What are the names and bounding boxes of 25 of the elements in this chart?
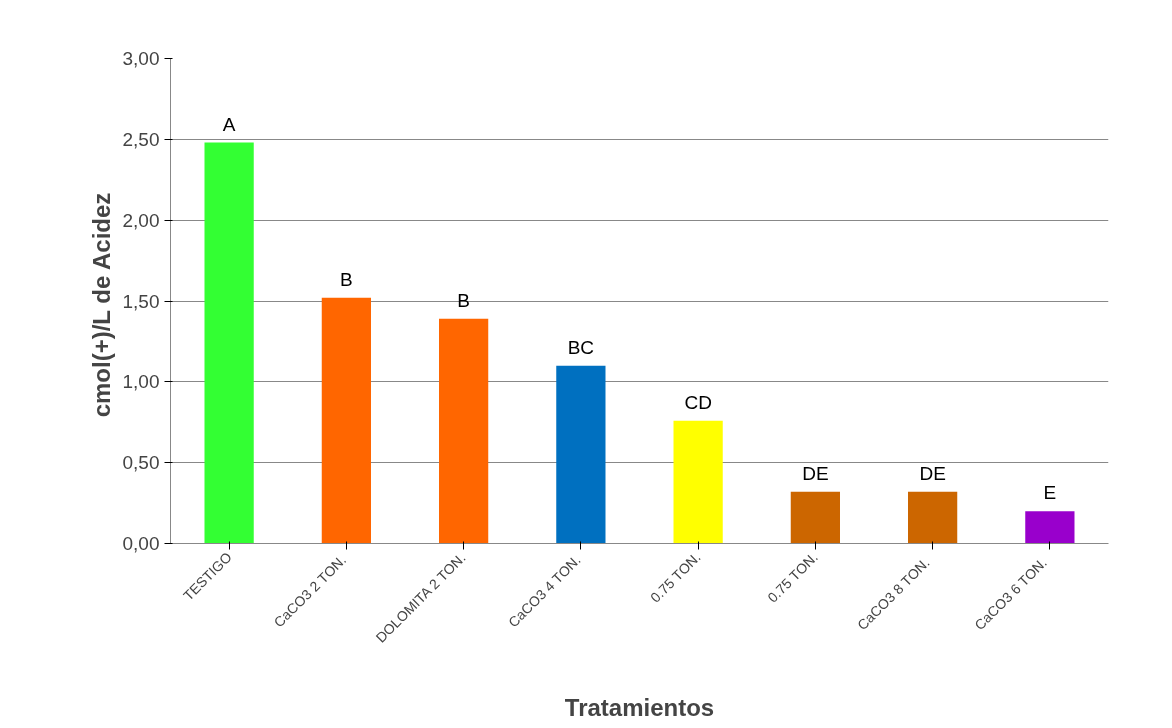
bar <box>439 318 489 544</box>
y-tick-label: 1,00 <box>122 371 160 393</box>
data-label: CD <box>684 391 712 413</box>
bar <box>321 297 371 544</box>
data-label: A <box>222 113 236 135</box>
y-tick-label: 2,00 <box>122 209 160 231</box>
y-tick-label: 0,00 <box>122 533 160 554</box>
bar <box>1025 511 1075 544</box>
data-label: B <box>340 268 353 290</box>
x-axis-title: Tratamientos <box>564 694 715 722</box>
y-tick-label: 3,00 <box>122 48 160 69</box>
data-label: BC <box>567 336 595 358</box>
bar <box>790 491 840 544</box>
data-label: DE <box>802 462 829 484</box>
data-label: E <box>1043 482 1057 504</box>
y-tick-label: 2,50 <box>122 128 160 150</box>
bar <box>673 420 723 544</box>
y-axis-title: cmol(+)/L de Acidez <box>87 192 115 418</box>
bar <box>204 142 254 544</box>
data-label: B <box>457 289 470 311</box>
y-tick-label: 1,50 <box>122 290 160 312</box>
bar <box>556 365 606 544</box>
data-label: DE <box>919 462 946 484</box>
bar <box>908 491 958 544</box>
y-tick-label: 0,50 <box>122 452 160 474</box>
